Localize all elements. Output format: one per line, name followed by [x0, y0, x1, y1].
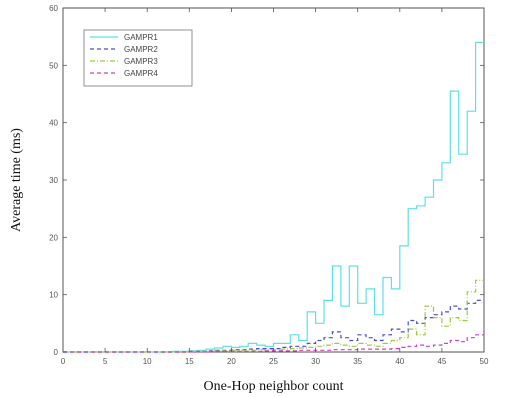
legend: GAMPR1 GAMPR2 GAMPR3 GAMPR4 — [83, 29, 193, 87]
x-axis-label: One-Hop neighbor count — [204, 379, 344, 394]
series-line-gampr3 — [63, 279, 484, 353]
legend-entry-label: GAMPR3 — [124, 57, 158, 66]
x-tick-label: 5 — [103, 357, 108, 366]
legend-entry-label: GAMPR1 — [124, 33, 158, 42]
x-tick-label: 40 — [395, 357, 404, 366]
y-tick-label: 40 — [49, 119, 58, 128]
y-tick-label: 20 — [49, 233, 58, 242]
x-tick-label: 35 — [353, 357, 362, 366]
x-tick-label: 0 — [61, 357, 66, 366]
x-tick-label: 20 — [227, 357, 236, 366]
x-tick-label: 45 — [437, 357, 446, 366]
tick-layer: 0 5 10 15 20 25 30 35 40 45 50 0 10 20 30 40 50 60 — [49, 4, 489, 366]
y-tick-label: 10 — [49, 291, 58, 300]
x-tick-label: 30 — [311, 357, 320, 366]
legend-box — [83, 29, 193, 87]
y-tick-label: 50 — [49, 61, 58, 70]
y-axis-label: Average time (ms) — [9, 128, 24, 232]
legend-entry-label: GAMPR2 — [124, 45, 158, 54]
y-tick-label: 30 — [49, 176, 58, 185]
x-tick-label: 10 — [143, 357, 152, 366]
y-tick-label: 60 — [49, 4, 58, 13]
x-tick-label: 50 — [480, 357, 489, 366]
x-tick-label: 25 — [269, 357, 278, 366]
series-line-gampr2 — [63, 299, 484, 353]
y-tick-label: 0 — [54, 348, 59, 357]
x-tick-label: 15 — [185, 357, 194, 366]
legend-entry-label: GAMPR4 — [124, 69, 158, 78]
